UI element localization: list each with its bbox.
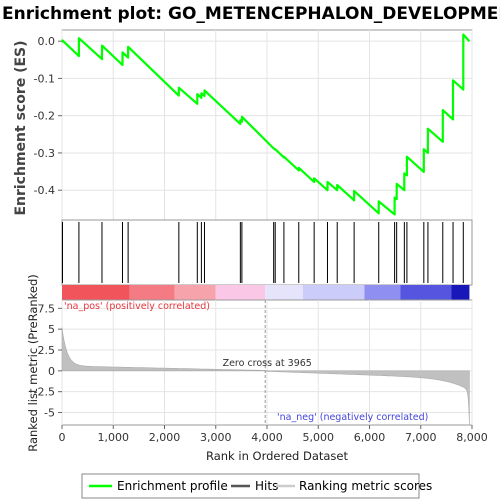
chart-title: Enrichment plot: GO_METENCEPHALON_DEVELO… [2,4,500,24]
legend-item-ranking-metric-scores: Ranking metric scores [299,479,432,493]
metric-tick-label: 5 [48,323,55,336]
metric-y-axis-label: Ranked list metric (PreRanked) [26,274,40,452]
es-tick-label: 0.0 [38,35,56,48]
enrichment-profile-line [61,33,471,216]
metric-tick-label: -2.5 [34,386,55,399]
es-tick-label: -0.2 [34,110,55,123]
x-tick-label: 6,000 [354,431,386,444]
metric-y-ticks: 7.5 5 2.5 0 -2.5 -5 [34,302,62,420]
x-axis-ticks: 0 1,000 2,000 3,000 4,000 5,000 6,000 7,000 8,00… [59,425,488,444]
x-tick-label: 5,000 [303,431,335,444]
heatbar-segment [400,285,452,300]
metric-tick-label: 2.5 [38,344,56,357]
es-tick-label: -0.4 [34,184,55,197]
x-tick-label: 1,000 [98,431,130,444]
x-tick-label: 3,000 [200,431,232,444]
zero-cross-label: Zero cross at 3965 [223,358,312,369]
x-tick-label: 2,000 [149,431,181,444]
heatbar-segment [174,285,216,300]
x-axis-label: Rank in Ordered Dataset [206,449,349,463]
legend-item-enrichment-profile: Enrichment profile [117,479,228,493]
legend: Enrichment profile Hits Ranking metric s… [81,473,432,499]
x-tick-label: 8,000 [456,431,488,444]
heatbar-segment [265,285,303,300]
heatbar-segment [451,285,470,300]
legend-frame [81,473,420,499]
x-tick-label: 7,000 [405,431,437,444]
neg-correlated-label: 'na_neg' (negatively correlated) [277,412,428,423]
es-tick-label: -0.3 [34,147,55,160]
hits-group [62,222,464,283]
metric-tick-label: 0 [48,365,55,378]
heatbar-segment [364,285,401,300]
heatbar-segment [302,285,365,300]
es-tick-label: -0.1 [34,72,55,85]
metric-tick-label: -5 [44,407,55,420]
hits-panel-frame [61,219,473,286]
heatbar-segment [62,285,130,300]
pos-correlated-label: 'na_pos' (positively correlated) [64,301,210,312]
x-tick-label: 0 [59,431,66,444]
metric-tick-label: 7.5 [38,302,56,315]
es-y-ticks: 0.0 -0.1 -0.2 -0.3 -0.4 [34,35,62,197]
ranking-heatbar [62,285,470,300]
heatbar-segment [215,285,266,300]
heatbar-segment [129,285,175,300]
ranking-metric-area [61,327,470,426]
es-y-axis-label: Enrichment score (ES) [13,40,29,215]
x-tick-label: 4,000 [251,431,283,444]
legend-item-hits: Hits [255,479,278,493]
